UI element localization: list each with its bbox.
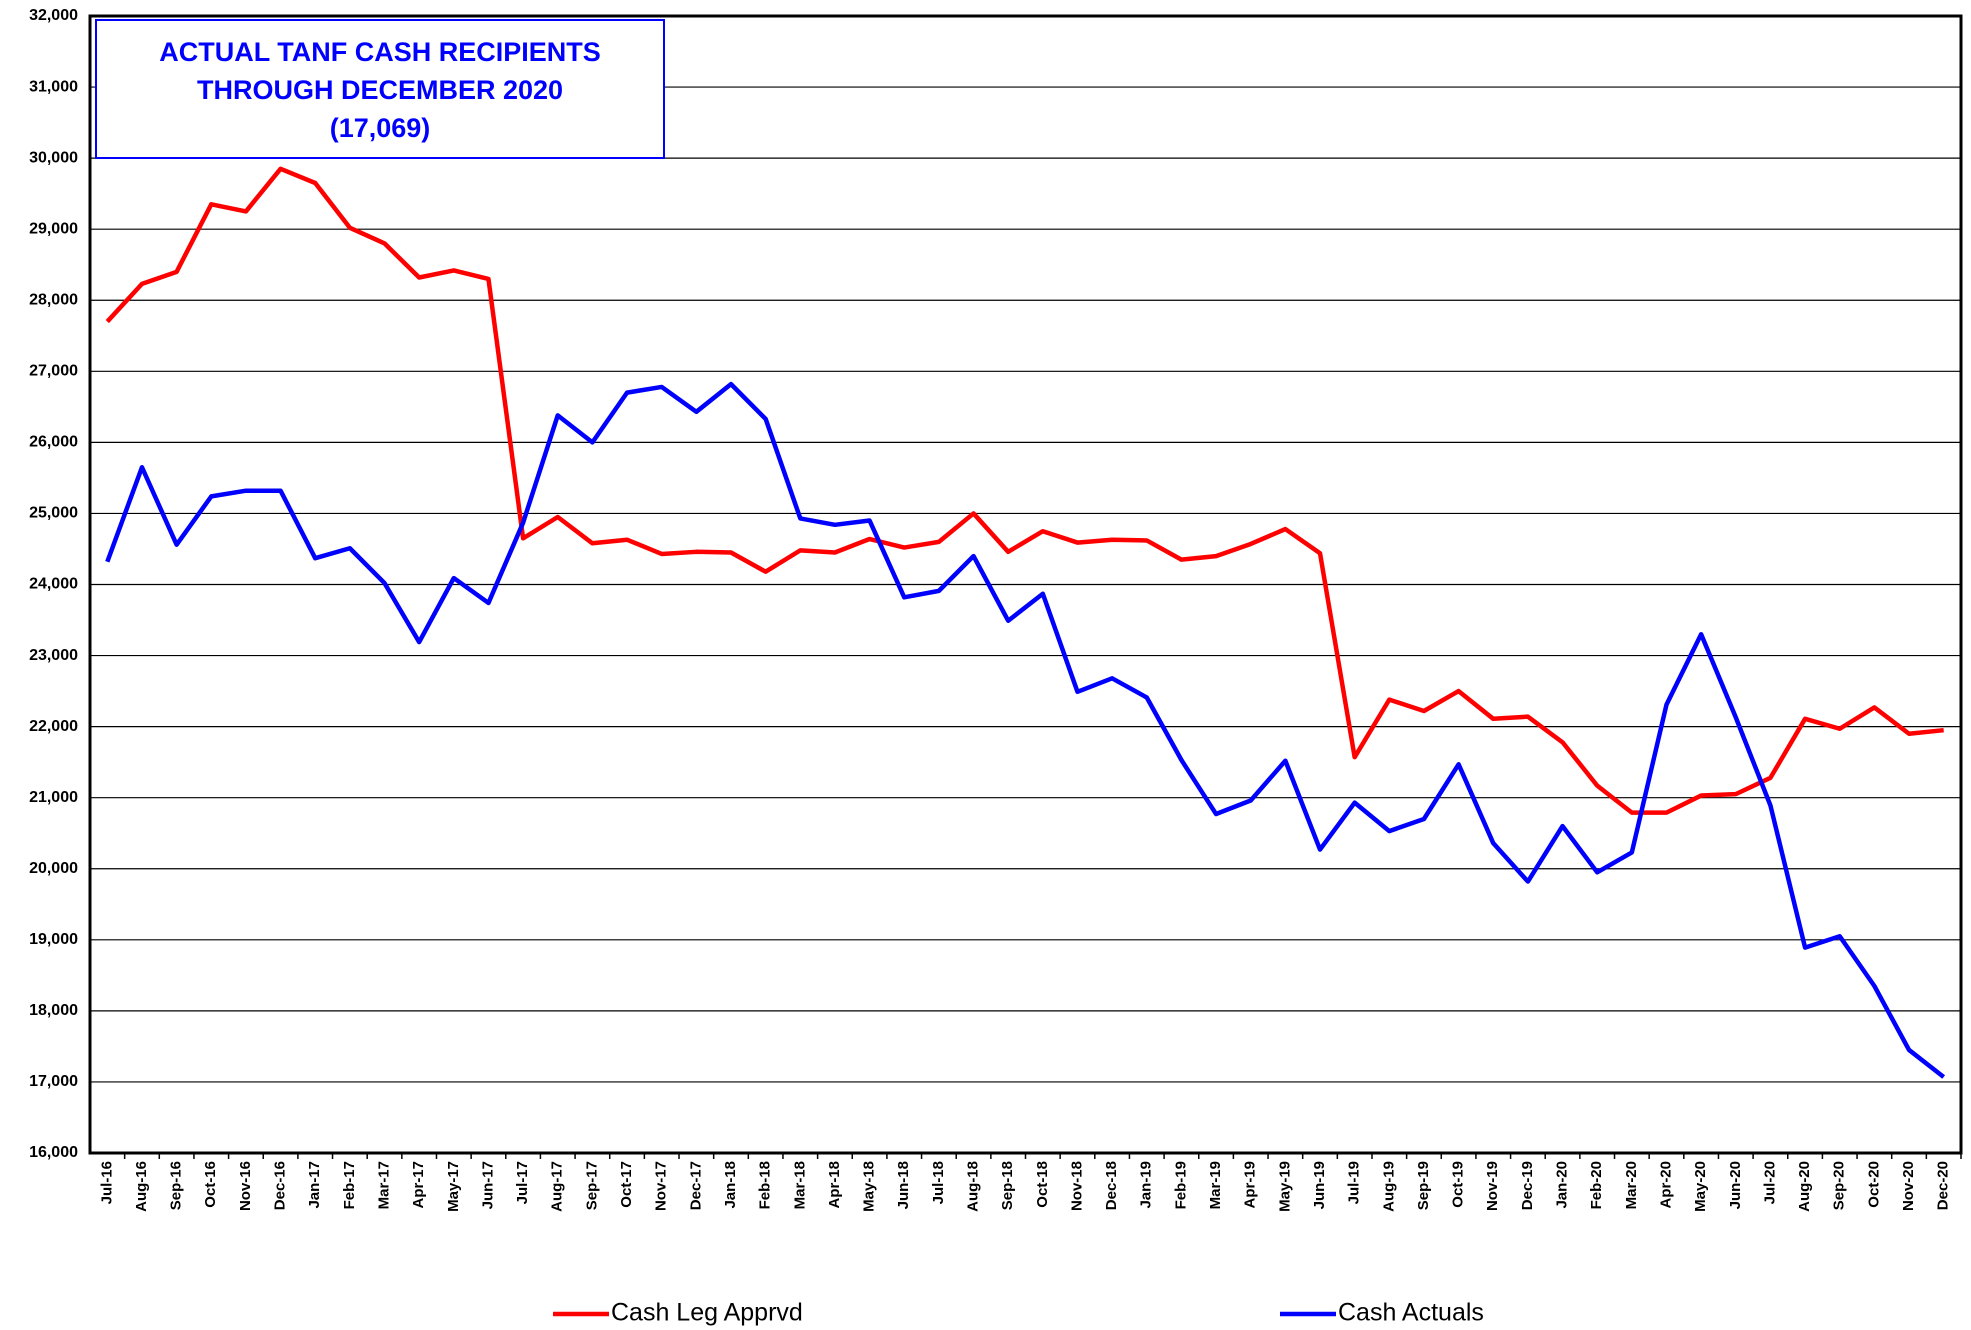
x-tick-label: Oct-18 (1034, 1161, 1051, 1208)
x-tick-label: Oct-19 (1450, 1161, 1467, 1208)
x-tick-label: Nov-18 (1068, 1161, 1085, 1211)
y-tick-label: 16,000 (29, 1144, 78, 1161)
y-tick-label: 29,000 (29, 220, 78, 237)
x-tick-label: Aug-19 (1380, 1161, 1397, 1212)
y-tick-label: 25,000 (29, 505, 78, 522)
chart-title: THROUGH DECEMBER 2020 (197, 75, 563, 105)
y-tick-label: 23,000 (29, 647, 78, 664)
x-tick-label: Aug-17 (549, 1161, 566, 1212)
x-tick-label: Jan-17 (306, 1161, 323, 1209)
x-tick-label: Jul-18 (930, 1161, 947, 1204)
x-tick-label: Nov-19 (1484, 1161, 1501, 1211)
x-tick-label: Apr-18 (826, 1161, 843, 1209)
x-tick-label: Jul-20 (1761, 1161, 1778, 1204)
title-box (95, 19, 665, 159)
x-tick-label: Dec-18 (1103, 1161, 1120, 1210)
y-tick-label: 17,000 (29, 1073, 78, 1090)
chart-title: ACTUAL TANF CASH RECIPIENTS (159, 37, 601, 67)
x-tick-label: Aug-18 (964, 1161, 981, 1212)
x-tick-label: Feb-17 (341, 1161, 358, 1209)
x-tick-label: May-17 (445, 1161, 462, 1212)
x-tick-label: Dec-19 (1519, 1161, 1536, 1210)
y-tick-label: 24,000 (29, 576, 78, 593)
y-tick-label: 30,000 (29, 149, 78, 166)
series-line (105, 166, 1944, 815)
x-tick-label: Feb-19 (1172, 1161, 1189, 1209)
x-tick-label: Jun-20 (1727, 1161, 1744, 1209)
x-tick-label: Dec-17 (687, 1161, 704, 1210)
y-tick-label: 26,000 (29, 434, 78, 451)
y-tick-label: 32,000 (29, 7, 78, 24)
x-tick-label: Apr-20 (1657, 1161, 1674, 1209)
y-tick-label: 27,000 (29, 363, 78, 380)
x-tick-label: Jun-19 (1311, 1161, 1328, 1209)
x-tick-label: Dec-16 (272, 1161, 289, 1210)
x-tick-label: Nov-17 (653, 1161, 670, 1211)
x-tick-label: Jul-19 (1346, 1161, 1363, 1204)
y-tick-label: 21,000 (29, 789, 78, 806)
x-tick-label: May-19 (1276, 1161, 1293, 1212)
y-tick-label: 20,000 (29, 860, 78, 877)
x-tick-label: Jun-17 (479, 1161, 496, 1209)
x-tick-label: Jan-18 (722, 1161, 739, 1209)
chart-title: (17,069) (330, 113, 431, 143)
x-tick-label: Mar-19 (1207, 1161, 1224, 1209)
x-tick-label: May-20 (1692, 1161, 1709, 1212)
x-tick-label: Nov-20 (1900, 1161, 1917, 1211)
x-tick-label: Jul-17 (514, 1161, 531, 1204)
y-tick-label: 28,000 (29, 291, 78, 308)
x-tick-label: Jun-18 (895, 1161, 912, 1209)
x-tick-label: Aug-16 (133, 1161, 150, 1212)
x-tick-label: Feb-18 (757, 1161, 774, 1209)
y-tick-label: 18,000 (29, 1002, 78, 1019)
x-tick-label: Apr-19 (1242, 1161, 1259, 1209)
x-tick-label: Oct-17 (618, 1161, 635, 1208)
x-tick-label: Oct-20 (1865, 1161, 1882, 1208)
y-tick-label: 19,000 (29, 931, 78, 948)
x-tick-label: Oct-16 (202, 1161, 219, 1208)
x-tick-label: Sep-20 (1831, 1161, 1848, 1210)
x-tick-label: Apr-17 (410, 1161, 427, 1209)
y-tick-label: 22,000 (29, 718, 78, 735)
x-tick-label: May-18 (861, 1161, 878, 1212)
x-tick-label: Jan-20 (1554, 1161, 1571, 1209)
legend-label: Cash Leg Apprvd (611, 1299, 803, 1327)
x-tick-label: Mar-17 (375, 1161, 392, 1209)
x-tick-label: Sep-16 (168, 1161, 185, 1210)
x-tick-label: Mar-18 (791, 1161, 808, 1209)
x-tick-label: Aug-20 (1796, 1161, 1813, 1212)
x-tick-label: Dec-20 (1935, 1161, 1952, 1210)
x-tick-label: Sep-19 (1415, 1161, 1432, 1210)
legend-label: Cash Actuals (1338, 1299, 1484, 1327)
x-tick-label: Feb-20 (1588, 1161, 1605, 1209)
x-tick-label: Nov-16 (237, 1161, 254, 1211)
x-tick-label: Mar-20 (1623, 1161, 1640, 1209)
series-line (105, 381, 1946, 1079)
x-tick-label: Sep-18 (999, 1161, 1016, 1210)
y-tick-label: 31,000 (29, 78, 78, 95)
x-tick-label: Jan-19 (1138, 1161, 1155, 1209)
x-tick-label: Sep-17 (583, 1161, 600, 1210)
x-tick-label: Jul-16 (98, 1161, 115, 1204)
